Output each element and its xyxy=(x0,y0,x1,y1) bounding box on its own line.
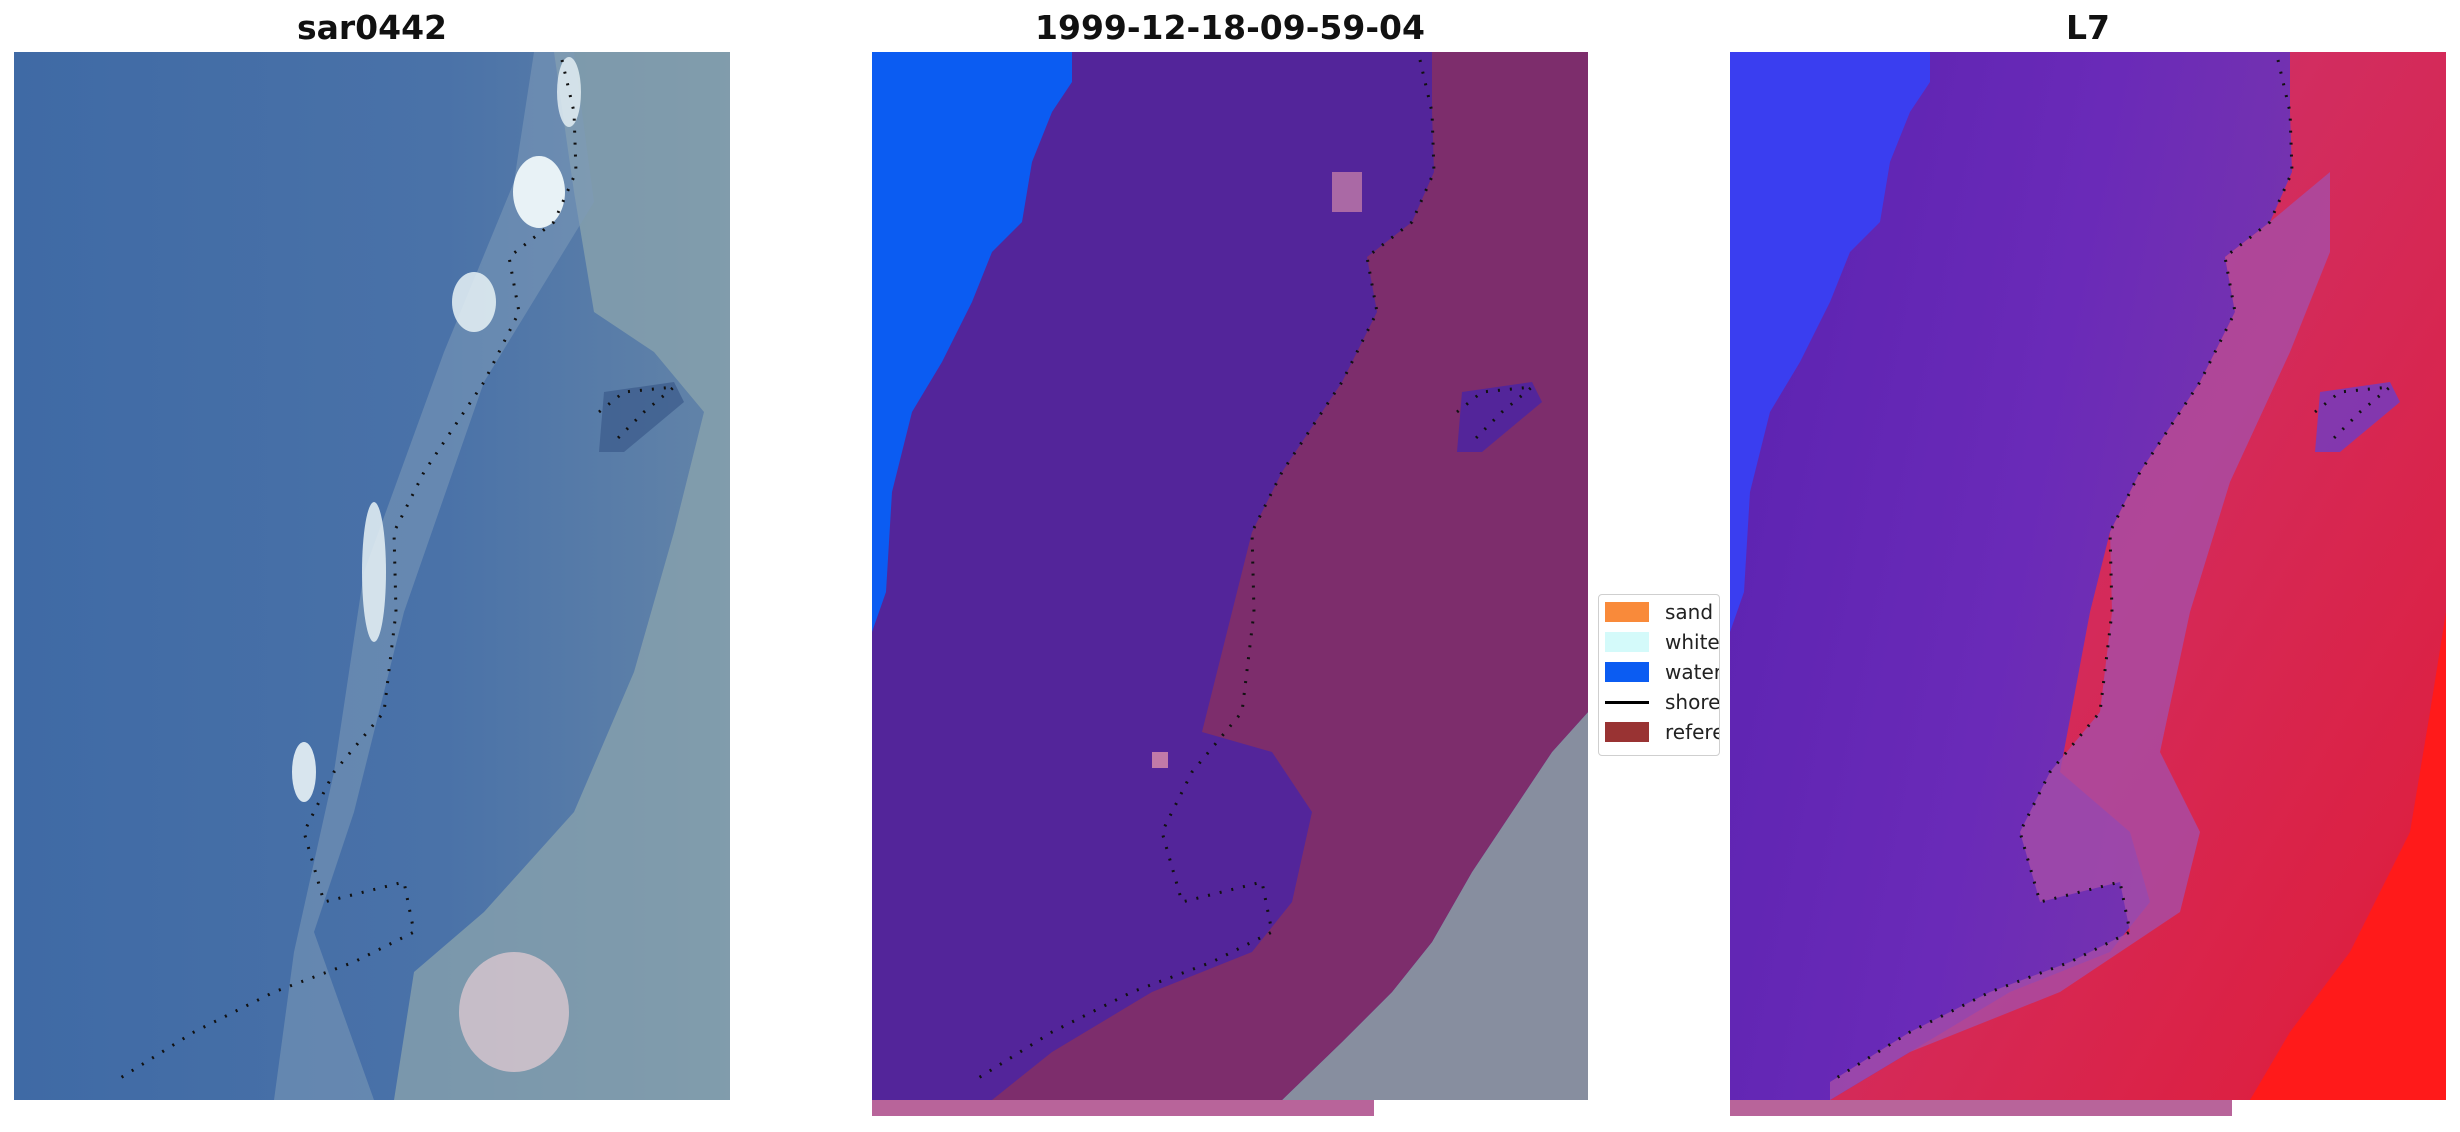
whitewater-patches xyxy=(292,57,581,1072)
legend-swatch-water xyxy=(1605,662,1649,682)
legend-item-sand: sand xyxy=(1605,597,1713,627)
panel-title-rgb: sar0442 xyxy=(296,8,448,47)
legend-label-water: water xyxy=(1665,660,1720,684)
legend-item-water: water xyxy=(1605,657,1720,687)
panel-title-index: L7 xyxy=(2066,8,2110,47)
sand-class-area xyxy=(992,52,1588,1100)
mixed-band xyxy=(1830,172,2330,1100)
legend-swatch-reference xyxy=(1605,722,1649,742)
legend-swatch-sand xyxy=(1605,602,1649,622)
blue-water-area xyxy=(1730,52,1930,632)
legend-label-shoreline: shoreline xyxy=(1665,690,1720,714)
legend-swatch-whitewater xyxy=(1605,632,1649,652)
dark-lagoon xyxy=(599,382,684,452)
dark-lagoon xyxy=(2315,382,2400,452)
dark-lagoon xyxy=(1457,382,1542,452)
water-class-area xyxy=(872,52,1072,632)
bright-red-corner xyxy=(2250,612,2446,1100)
panel-title-classified: 1999-12-18-09-59-04 xyxy=(1035,8,1425,47)
legend-line-shoreline xyxy=(1605,700,1649,704)
legend-item-shoreline: shoreline xyxy=(1605,687,1720,717)
nearshore-band xyxy=(274,52,594,1100)
legend-label-reference: reference xyxy=(1665,720,1719,744)
land-area xyxy=(394,52,730,1100)
classified-image-panel xyxy=(872,52,1588,1100)
legend-label-sand: sand xyxy=(1665,600,1714,624)
reference-bar-classified xyxy=(872,1100,1374,1116)
rgb-image-panel xyxy=(14,52,730,1100)
legend-item-reference: reference xyxy=(1605,717,1719,747)
reference-bar-index xyxy=(1730,1100,2232,1116)
index-image-panel xyxy=(1730,52,2446,1100)
